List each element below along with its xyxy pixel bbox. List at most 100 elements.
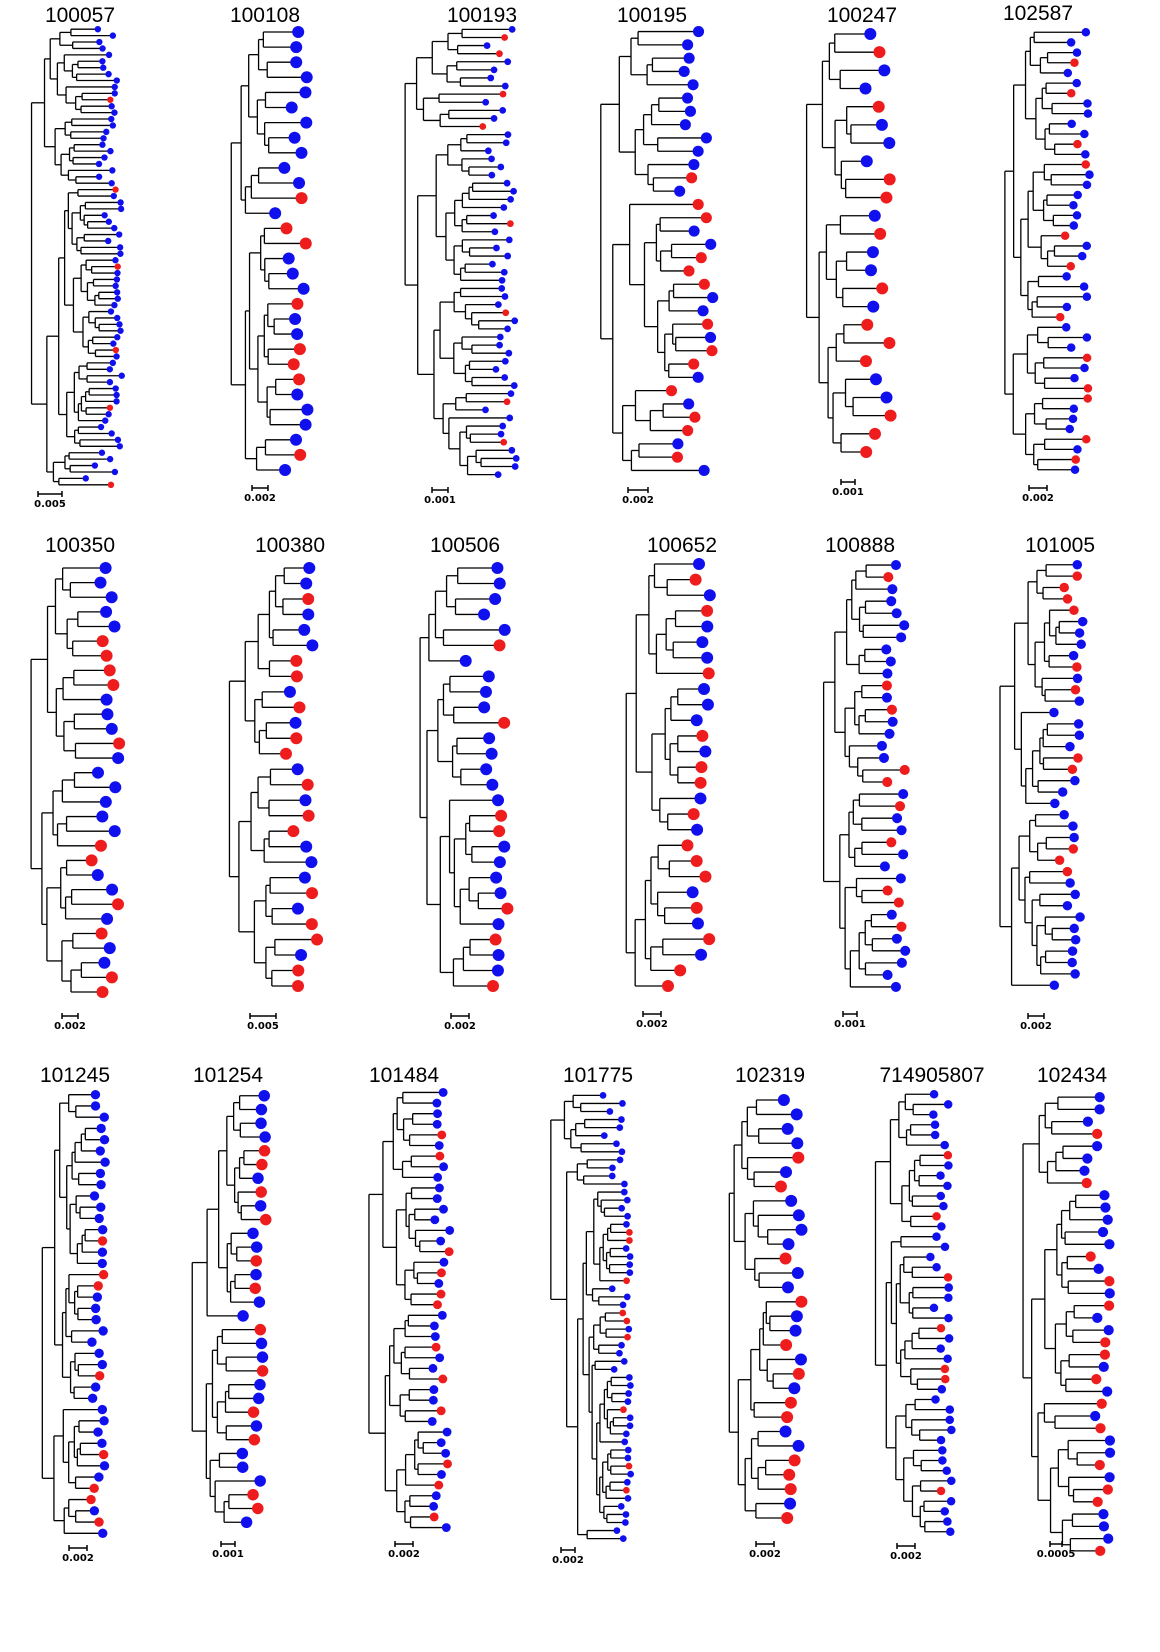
- blue-leaf-dot: [939, 1201, 948, 1211]
- blue-leaf-dot: [483, 732, 496, 745]
- phylogenetic-tree: [550, 1092, 634, 1542]
- blue-leaf-dot: [116, 443, 123, 450]
- blue-leaf-dot: [898, 789, 909, 800]
- blue-leaf-dot: [609, 1164, 616, 1172]
- blue-leaf-dot: [881, 692, 892, 703]
- blue-leaf-dot: [497, 430, 505, 438]
- blue-leaf-dot: [619, 1301, 627, 1309]
- blue-leaf-dot: [505, 349, 513, 357]
- blue-leaf-dot: [108, 825, 121, 838]
- red-leaf-dot: [292, 980, 305, 992]
- phylogenetic-tree: [368, 1088, 455, 1532]
- blue-leaf-dot: [102, 417, 109, 424]
- red-leaf-dot: [883, 572, 894, 583]
- blue-leaf-dot: [1104, 1435, 1116, 1446]
- blue-leaf-dot: [600, 1132, 608, 1140]
- tree-title: 100506: [429, 534, 501, 557]
- blue-leaf-dot: [496, 333, 504, 341]
- scale-bar: 0.002: [1008, 484, 1068, 504]
- blue-leaf-dot: [97, 423, 105, 431]
- blue-leaf-dot: [111, 90, 118, 97]
- blue-leaf-dot: [104, 237, 112, 245]
- blue-leaf-dot: [285, 101, 298, 114]
- blue-leaf-dot: [288, 131, 301, 144]
- blue-leaf-dot: [942, 1466, 951, 1475]
- blue-leaf-dot: [295, 949, 308, 962]
- red-leaf-dot: [699, 870, 712, 883]
- blue-leaf-dot: [1092, 1312, 1103, 1323]
- tree-branches: [874, 1093, 952, 1533]
- blue-leaf-dot: [674, 185, 686, 197]
- red-leaf-dot: [100, 649, 113, 662]
- blue-leaf-dot: [497, 163, 505, 171]
- blue-leaf-dot: [108, 430, 115, 437]
- blue-leaf-dot: [99, 1461, 110, 1471]
- blue-leaf-dot: [1073, 445, 1082, 454]
- blue-leaf-dot: [97, 1359, 108, 1370]
- red-leaf-dot: [932, 1212, 941, 1221]
- blue-leaf-dot: [109, 359, 117, 367]
- blue-leaf-dot: [108, 180, 115, 187]
- blue-leaf-dot: [250, 1268, 262, 1281]
- blue-leaf-dot: [1081, 150, 1090, 159]
- blue-leaf-dot: [278, 161, 291, 174]
- blue-leaf-dot: [99, 1416, 109, 1426]
- blue-leaf-dot: [252, 1172, 264, 1185]
- red-leaf-dot: [438, 1374, 448, 1384]
- red-leaf-dot: [681, 839, 694, 852]
- blue-leaf-dot: [432, 1194, 442, 1204]
- blue-leaf-dot: [99, 58, 106, 65]
- tree-title: 100193: [446, 4, 518, 27]
- blue-leaf-dot: [1059, 810, 1069, 820]
- scale-bar-line: [842, 1011, 858, 1017]
- blue-leaf-dot: [790, 1310, 803, 1323]
- blue-leaf-dot: [501, 357, 509, 365]
- blue-leaf-dot: [95, 1168, 106, 1179]
- blue-leaf-dot: [436, 1438, 446, 1448]
- scale-label: 0.001: [424, 495, 456, 506]
- red-leaf-dot: [501, 902, 514, 915]
- blue-leaf-dot: [511, 317, 519, 325]
- blue-leaf-dot: [619, 1535, 627, 1542]
- blue-leaf-dot: [479, 685, 492, 698]
- blue-leaf-dot: [434, 1279, 444, 1288]
- scale-label: 0.002: [1022, 493, 1054, 504]
- red-leaf-dot: [436, 1268, 446, 1278]
- scale-bar-line: [431, 487, 449, 493]
- red-leaf-dot: [1081, 1177, 1092, 1189]
- red-leaf-dot: [1070, 685, 1081, 695]
- blue-leaf-dot: [788, 1382, 801, 1395]
- blue-leaf-dot: [1097, 1226, 1109, 1238]
- blue-leaf-dot: [1077, 616, 1088, 627]
- blue-leaf-dot: [688, 158, 700, 171]
- red-leaf-dot: [623, 1317, 631, 1325]
- blue-leaf-dot: [704, 331, 717, 344]
- blue-leaf-dot: [437, 1310, 447, 1320]
- blue-leaf-dot: [478, 608, 491, 621]
- scale-bar: 0.001: [198, 1540, 258, 1560]
- blue-leaf-dot: [298, 871, 311, 884]
- scale-bar-line: [1027, 1013, 1045, 1019]
- red-leaf-dot: [781, 1411, 794, 1424]
- blue-leaf-dot: [930, 1130, 940, 1140]
- blue-leaf-dot: [864, 264, 877, 277]
- blue-leaf-dot: [488, 155, 495, 163]
- tree-leaves: [1049, 560, 1088, 990]
- blue-leaf-dot: [1079, 1165, 1090, 1176]
- blue-leaf-dot: [625, 1374, 633, 1381]
- red-leaf-dot: [434, 1480, 444, 1490]
- blue-leaf-dot: [300, 116, 313, 129]
- tree-branches: [404, 28, 517, 476]
- blue-leaf-dot: [1080, 129, 1089, 139]
- blue-leaf-dot: [1098, 1508, 1109, 1520]
- blue-leaf-dot: [1094, 1104, 1105, 1115]
- blue-leaf-dot: [504, 325, 511, 333]
- blue-leaf-dot: [625, 1390, 632, 1397]
- scale-label: 0.002: [388, 1549, 420, 1560]
- scale-bar-line: [68, 1545, 88, 1551]
- blue-leaf-dot: [300, 577, 313, 590]
- blue-leaf-dot: [696, 636, 709, 649]
- blue-leaf-dot: [1068, 821, 1078, 831]
- red-leaf-dot: [97, 1236, 108, 1246]
- blue-leaf-dot: [618, 1116, 625, 1123]
